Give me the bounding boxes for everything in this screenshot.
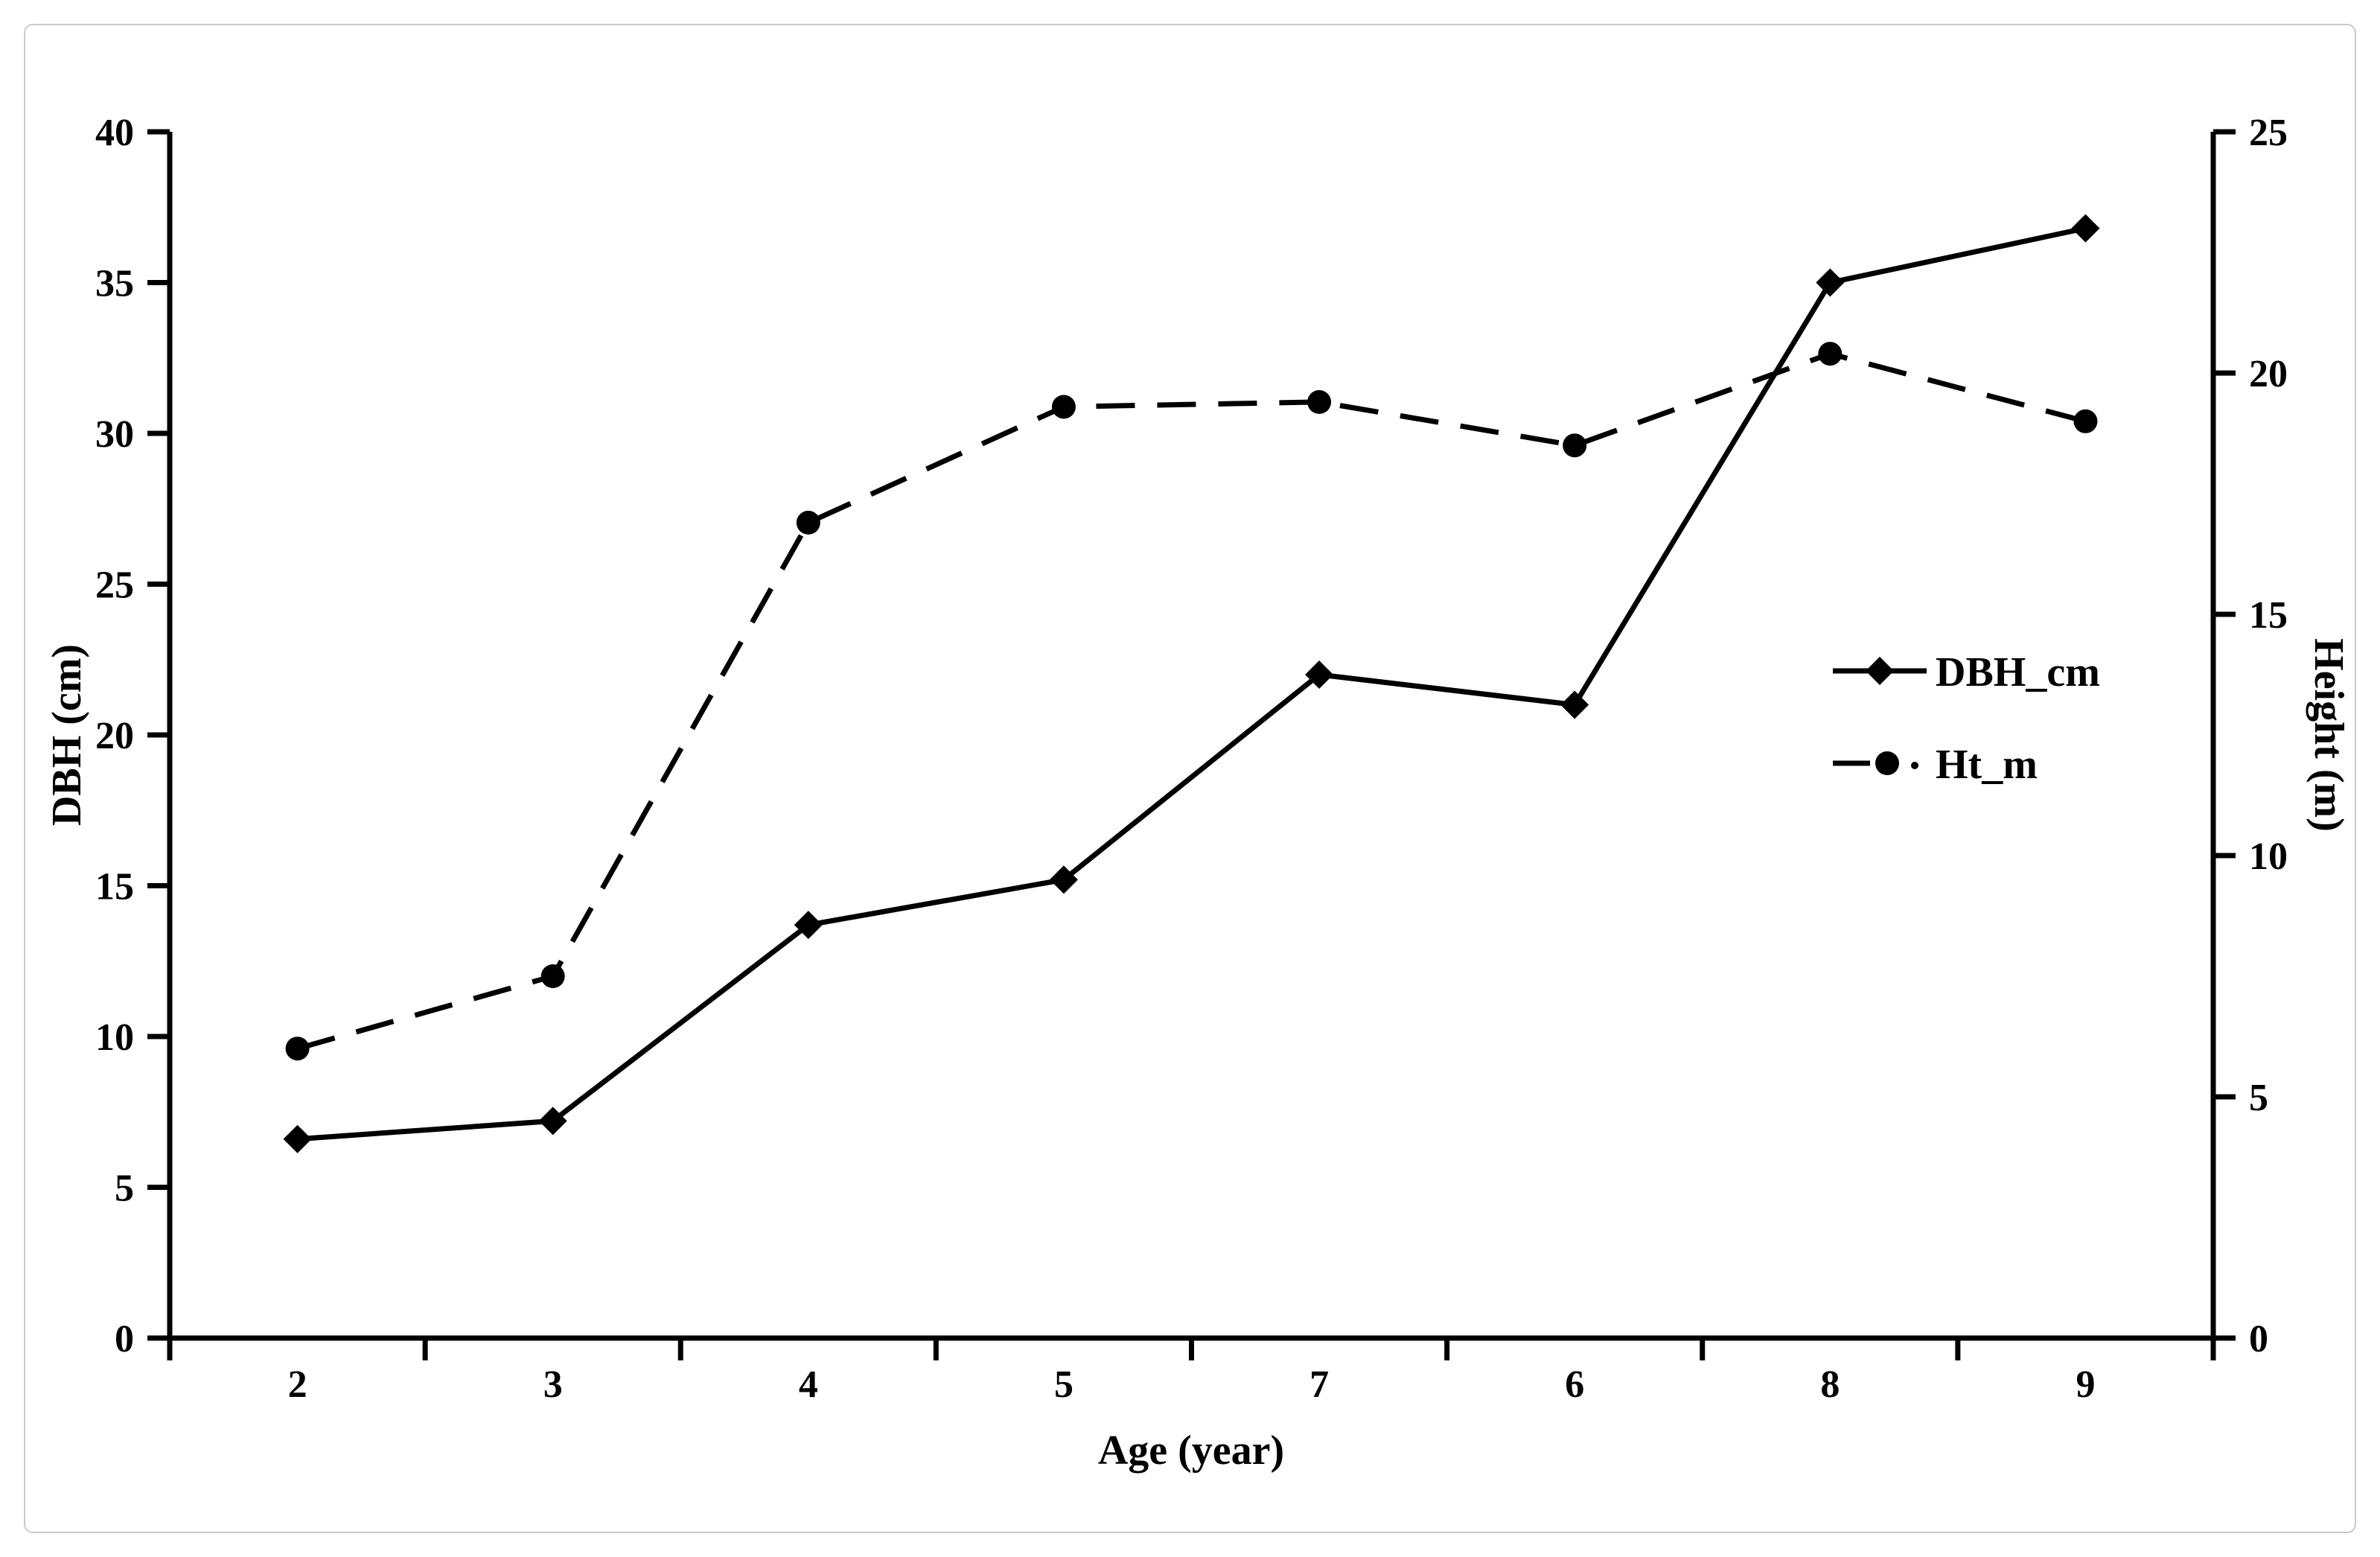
legend-label-dbh: DBH_cm	[1936, 649, 2100, 695]
svg-text:6: 6	[1565, 1363, 1584, 1406]
svg-text:15: 15	[2249, 594, 2288, 637]
svg-text:7: 7	[1309, 1363, 1329, 1406]
svg-text:5: 5	[2249, 1077, 2268, 1119]
right-axis-title: Height (m)	[2306, 638, 2352, 832]
svg-text:10: 10	[2249, 835, 2288, 878]
legend-item-dbh: DBH_cm	[1831, 639, 2100, 706]
diamond-marker-icon	[1831, 649, 1928, 697]
left-axis-title: DBH (cm)	[44, 643, 90, 827]
svg-text:30: 30	[95, 413, 134, 456]
legend-item-ht: Ht_m	[1831, 731, 2100, 798]
svg-text:2: 2	[288, 1363, 307, 1406]
svg-text:20: 20	[95, 715, 134, 757]
svg-text:5: 5	[1054, 1363, 1073, 1406]
svg-text:40: 40	[95, 112, 134, 154]
svg-text:0: 0	[2249, 1318, 2268, 1360]
svg-text:4: 4	[799, 1363, 818, 1406]
legend-label-ht: Ht_m	[1936, 742, 2038, 788]
svg-text:8: 8	[1820, 1363, 1840, 1406]
svg-text:5: 5	[115, 1168, 134, 1210]
svg-text:10: 10	[95, 1016, 134, 1059]
svg-text:3: 3	[543, 1363, 563, 1406]
svg-text:35: 35	[95, 263, 134, 305]
svg-text:20: 20	[2249, 353, 2288, 395]
circle-marker-icon	[1831, 741, 1928, 789]
svg-text:9: 9	[2076, 1363, 2095, 1406]
svg-text:25: 25	[2249, 112, 2288, 154]
svg-text:15: 15	[95, 866, 134, 908]
x-axis-title: Age (year)	[1097, 1427, 1285, 1474]
svg-text:25: 25	[95, 564, 134, 607]
legend: DBH_cm Ht_m	[1831, 639, 2100, 798]
svg-text:0: 0	[115, 1318, 134, 1360]
